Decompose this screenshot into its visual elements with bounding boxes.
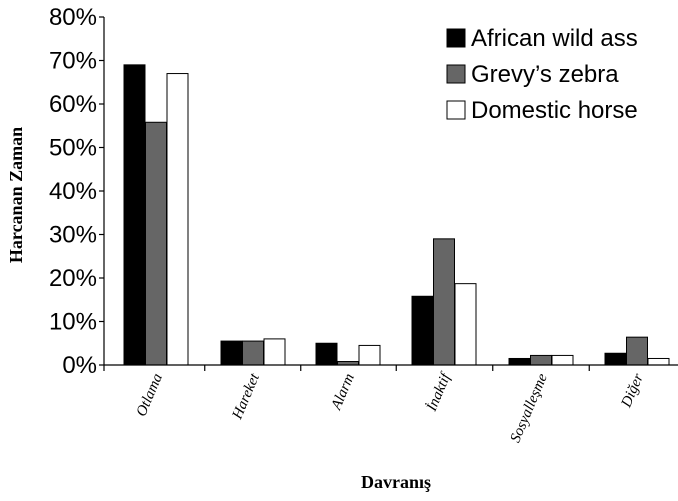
legend: African wild ass Grevy’s zebra Domestic ho… xyxy=(446,25,638,124)
legend-label: Grevy’s zebra xyxy=(471,61,619,88)
y-tick-label: 40% xyxy=(49,178,97,205)
bar xyxy=(166,73,189,366)
bar xyxy=(647,357,670,366)
bar xyxy=(411,295,434,366)
x-tick-label: Alarm xyxy=(328,371,358,413)
legend-swatch xyxy=(446,100,466,120)
bar xyxy=(454,283,477,366)
y-tick-label: 70% xyxy=(49,48,97,75)
bar xyxy=(145,121,167,366)
bar xyxy=(604,352,627,366)
x-tick-label: Diğer xyxy=(618,371,647,411)
x-tick-label: İnaktif xyxy=(424,370,455,415)
x-tick-label: Sosyalleşme xyxy=(508,371,552,445)
y-tick-label: 0% xyxy=(62,352,97,379)
legend-swatch xyxy=(446,28,466,48)
legend-label: African wild ass xyxy=(471,25,638,52)
bar xyxy=(263,338,286,366)
bar xyxy=(220,340,243,366)
y-tick-label: 60% xyxy=(49,91,97,118)
y-tick-label: 30% xyxy=(49,222,97,249)
y-tick-label: 50% xyxy=(49,135,97,162)
x-axis-title: Davranış xyxy=(361,472,431,492)
y-tick-label: 80% xyxy=(49,4,97,31)
bar xyxy=(315,342,338,366)
bar xyxy=(626,336,648,366)
bar xyxy=(242,340,264,366)
bar xyxy=(508,357,531,366)
y-axis-title: Harcanan Zaman xyxy=(6,127,26,263)
bar xyxy=(433,238,455,366)
x-tick-label: Hareket xyxy=(229,371,263,423)
bar xyxy=(358,344,381,366)
legend-label: Domestic horse xyxy=(471,97,638,124)
y-tick-label: 10% xyxy=(49,309,97,336)
legend-swatch xyxy=(446,64,466,84)
y-tick-label: 20% xyxy=(49,265,97,292)
bar xyxy=(530,354,552,366)
bar xyxy=(123,64,146,366)
x-tick-label: Otlama xyxy=(134,371,166,419)
y-axis-title-group: Harcanan Zaman xyxy=(6,127,26,263)
bar xyxy=(551,354,574,366)
